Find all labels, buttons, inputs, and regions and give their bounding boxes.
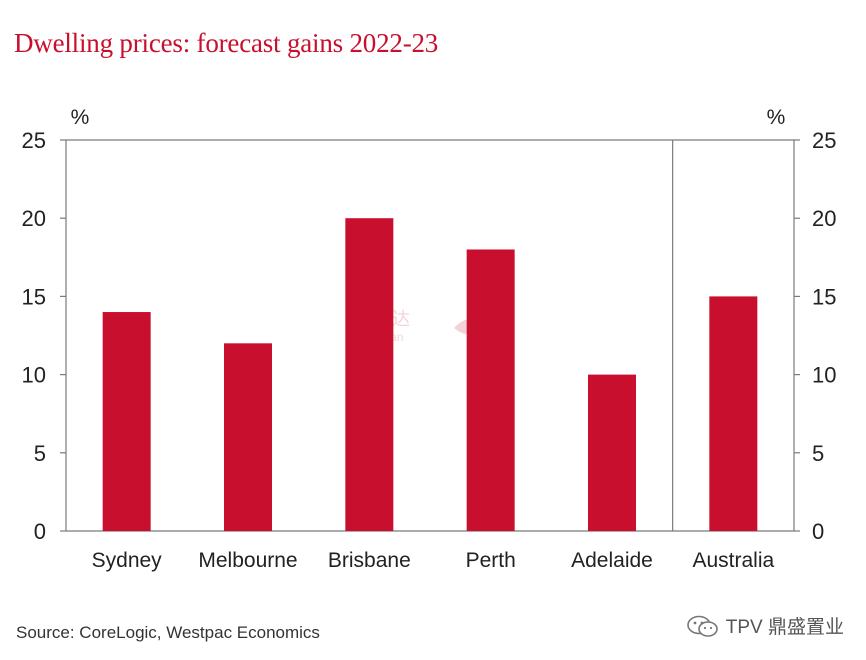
bar-sydney [102,312,151,531]
x-tick-label: Brisbane [328,549,411,572]
x-tick-label: Australia [692,549,774,572]
bar-chart: 0 0 5 5 10 10 15 15 20 20 25 25% % Sydney Melbourne Bri… [22,106,837,572]
bar-brisbane [345,218,394,531]
x-tick-label: Melbourne [198,549,297,572]
brand-text: TPV 鼎盛置业 [725,617,844,638]
bar-melbourne [224,343,272,531]
wechat-icon [686,615,718,637]
bar-australia [709,296,758,531]
y-tick-label-right: 0 [812,519,824,544]
bar-perth [466,249,515,532]
y-tick-label-right: 20 [812,206,836,231]
bar-adelaide [588,374,636,531]
y-tick-label-left: 15 [22,284,46,309]
brand-label: TPV 鼎盛置业 [686,612,844,639]
x-tick-label: Perth [466,549,516,572]
y-tick-label-left: 10 [22,363,46,388]
y-axis-label-right: % [767,106,786,129]
y-tick-label-right: 25 [812,128,836,153]
y-tick-label-left: 0 [34,519,46,544]
y-tick-label-right: 15 [812,284,836,309]
x-tick-label: Adelaide [571,549,653,572]
y-tick-label-left: 25 [22,128,46,153]
y-tick-label-right: 5 [812,441,824,466]
chart-title: Dwelling prices: forecast gains 2022-23 [14,28,439,58]
y-tick-label-left: 5 [34,441,46,466]
y-axis-label-left: % [71,106,90,129]
source-note: Source: CoreLogic, Westpac Economics [16,623,320,642]
y-tick-label-left: 20 [22,206,46,231]
x-tick-label: Sydney [92,549,163,572]
y-tick-label-right: 10 [812,363,836,388]
